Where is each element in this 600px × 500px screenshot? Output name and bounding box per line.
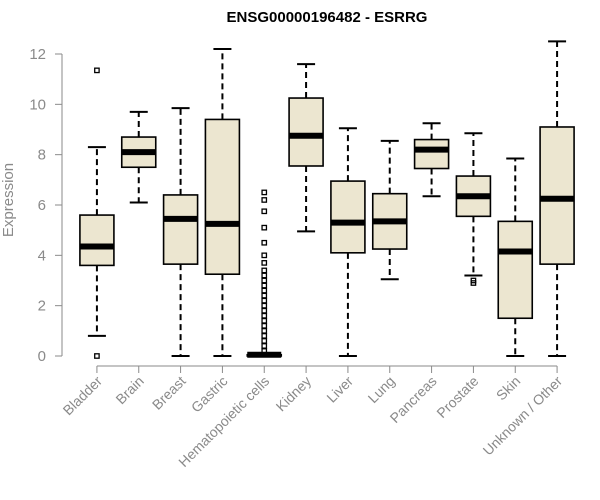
x-tick-label: Bladder (60, 373, 106, 419)
outlier-point (261, 272, 268, 279)
box (162, 194, 199, 265)
box (539, 126, 575, 265)
box-group (371, 139, 408, 281)
outlier-point (261, 348, 268, 354)
box-group (246, 189, 283, 358)
chart-title: ENSG00000196482 - ESRRG (227, 9, 428, 26)
outlier-point (261, 312, 268, 319)
box (204, 118, 241, 276)
outlier-point (261, 322, 268, 329)
x-tick-label: Pancreas (387, 373, 440, 426)
outlier-point (261, 252, 268, 259)
x-tick-label: Liver (323, 373, 356, 406)
x-tick-label: Prostate (433, 373, 481, 421)
outlier-point (261, 302, 268, 309)
box-group (79, 67, 115, 359)
y-tick-label: 2 (38, 298, 46, 315)
box (79, 214, 115, 267)
box (288, 97, 324, 167)
outlier-point (261, 338, 268, 344)
outlier-point (261, 307, 268, 314)
y-tick-label: 10 (29, 96, 46, 113)
outlier-point (261, 287, 268, 294)
outlier-point (261, 189, 268, 196)
y-tick-label: 4 (38, 247, 46, 264)
y-tick-label: 8 (38, 147, 46, 164)
y-axis: 0 2 4 6 8 10 12 (29, 46, 63, 365)
outlier-point (470, 280, 477, 286)
outlier-point (261, 333, 268, 339)
outlier-point (94, 67, 100, 74)
x-tick-label: Breast (149, 373, 189, 413)
outlier-point (261, 260, 268, 266)
outlier-point (261, 343, 268, 349)
outlier-point (261, 224, 268, 231)
y-axis-label: Expression (0, 163, 17, 237)
box-group (204, 47, 241, 357)
outlier-point (261, 208, 268, 215)
box (497, 220, 534, 320)
box-group (330, 127, 366, 357)
x-tick-label: Skin (493, 373, 524, 404)
outlier-point (261, 317, 268, 324)
box-group (497, 157, 534, 357)
outlier-point (261, 282, 268, 289)
y-tick-label: 6 (38, 197, 46, 214)
box (330, 180, 366, 254)
outlier-point (261, 292, 268, 299)
y-tick-label: 0 (38, 348, 46, 365)
outlier-point (261, 277, 268, 284)
box-group (120, 110, 157, 204)
x-tick-label: Brain (112, 373, 146, 407)
box-group (455, 132, 492, 286)
box-group (539, 40, 575, 357)
outlier-point (261, 297, 268, 304)
outlier-point (261, 239, 268, 246)
outlier-point (94, 353, 100, 359)
x-tick-label: Kidney (273, 373, 315, 415)
outlier-point (261, 197, 268, 203)
box-group (288, 63, 324, 233)
outlier-point (261, 327, 268, 334)
box-group (162, 107, 199, 357)
outlier-point (261, 267, 268, 274)
x-tick-label: Unknown / Other (480, 373, 566, 459)
box (413, 138, 450, 170)
plot-area (79, 40, 575, 359)
y-tick-label: 12 (29, 46, 46, 63)
x-tick-label: Lung (365, 373, 398, 406)
box-group (413, 122, 450, 198)
